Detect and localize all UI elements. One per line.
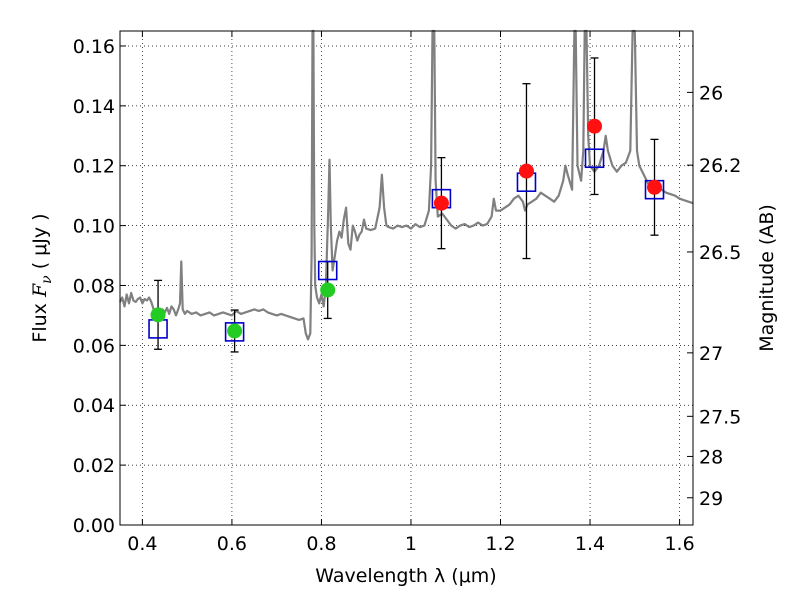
y2-axis-title: Magnitude (AB) bbox=[756, 204, 778, 352]
x-tick-label: 0.8 bbox=[306, 533, 336, 555]
x-axis-title: Wavelength λ (μm) bbox=[315, 565, 496, 587]
x-tick-label: 1.4 bbox=[575, 533, 605, 555]
y-tick-label: 0.14 bbox=[73, 96, 115, 118]
y-axis-title-units: ( μJy ) bbox=[29, 213, 51, 275]
y-tick-label: 0.02 bbox=[73, 455, 115, 477]
model-spectrum bbox=[119, 29, 694, 341]
y-axis: 0.00 0.02 0.04 0.06 0.08 0.10 0.12 0.14 0.16 bbox=[73, 36, 126, 537]
y-tick-label: 0.16 bbox=[73, 36, 115, 58]
y2-tick-label: 28 bbox=[699, 446, 723, 468]
grid bbox=[120, 31, 693, 526]
x-tick-label: 1 bbox=[405, 533, 417, 555]
observed-point bbox=[433, 195, 449, 211]
observed-point bbox=[150, 307, 166, 323]
y-axis-title-subscript: ν bbox=[39, 275, 55, 284]
y-axis-title: Flux Fν ( μJy ) bbox=[29, 213, 55, 342]
spectrum-line bbox=[119, 29, 694, 341]
synthetic-square bbox=[224, 322, 245, 342]
y-tick-label: 0.12 bbox=[73, 156, 115, 178]
observed-point bbox=[647, 179, 663, 195]
observed-point bbox=[518, 163, 534, 179]
y-tick-label: 0.00 bbox=[73, 515, 115, 537]
observed-photometry bbox=[150, 118, 663, 339]
synthetic-square bbox=[317, 260, 338, 281]
y-tick-label: 0.04 bbox=[73, 395, 115, 417]
y2-tick-label: 27 bbox=[699, 343, 723, 365]
y2-tick-label: 29 bbox=[699, 488, 723, 510]
y2-tick-label: 26.5 bbox=[699, 242, 741, 264]
y-tick-label: 0.08 bbox=[73, 275, 115, 297]
x-tick-label: 1.6 bbox=[664, 533, 694, 555]
y-axis-title-prefix: Flux bbox=[29, 297, 51, 343]
plot-frame bbox=[119, 30, 694, 526]
y2-tick-label: 26.2 bbox=[699, 155, 741, 177]
y2-tick-label: 27.5 bbox=[699, 406, 741, 428]
x-axis: 0.4 0.6 0.8 1 1.2 1.4 1.6 bbox=[127, 31, 695, 555]
y-tick-label: 0.10 bbox=[73, 216, 115, 238]
y-axis-title-symbol: F bbox=[29, 283, 51, 298]
synthetic-photometry bbox=[148, 148, 665, 342]
observed-point bbox=[587, 118, 603, 134]
observed-point bbox=[320, 282, 336, 298]
x-tick-label: 0.4 bbox=[127, 533, 157, 555]
x-tick-label: 0.6 bbox=[217, 533, 247, 555]
x-tick-label: 1.2 bbox=[485, 533, 515, 555]
y2-axis: 26 26.2 26.5 27 27.5 28 29 bbox=[687, 82, 741, 510]
observed-point bbox=[227, 323, 243, 339]
synthetic-square bbox=[584, 148, 605, 169]
y-tick-label: 0.06 bbox=[73, 335, 115, 357]
y2-tick-label: 26 bbox=[699, 82, 723, 104]
